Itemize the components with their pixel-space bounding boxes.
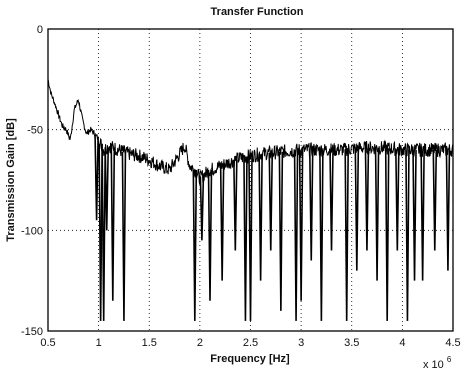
notch [192, 169, 198, 321]
notch [94, 136, 99, 221]
notch [278, 151, 284, 311]
notch [364, 147, 370, 251]
notch [233, 159, 238, 251]
notch [104, 147, 110, 231]
chart-title: Transfer Function [211, 6, 304, 18]
notch [395, 149, 400, 251]
notch [121, 151, 127, 321]
x-multiplier: x 10 6 [423, 355, 452, 371]
y-tick-label: -50 [27, 125, 43, 137]
x-tick-label: 3 [298, 337, 304, 349]
notch [199, 176, 205, 241]
notch [420, 149, 425, 281]
x-tick-label: 1 [96, 337, 102, 349]
notch [268, 152, 274, 251]
x-tick-label: 4 [399, 337, 405, 349]
notch [98, 143, 103, 321]
x-tick-label: 4.5 [445, 337, 460, 349]
notch [298, 149, 304, 301]
notch [308, 149, 314, 261]
notch [344, 149, 349, 321]
x-multiplier-exponent: 6 [447, 355, 452, 364]
x-tick-label: 1.5 [142, 337, 157, 349]
notch [293, 150, 299, 321]
notch [384, 148, 390, 321]
y-tick-label: -100 [21, 225, 43, 237]
notch [432, 149, 438, 251]
notch [248, 155, 253, 321]
x-axis-label: Frequency [Hz] [210, 353, 290, 365]
x-tick-label: 2.5 [243, 337, 258, 349]
trace [47, 79, 454, 321]
notch [412, 149, 417, 281]
x-tick-label: 0.5 [40, 337, 55, 349]
notch [445, 149, 451, 271]
x-tick-label: 2 [197, 337, 203, 349]
x-multiplier-base: x 10 [423, 359, 444, 371]
notch [207, 169, 213, 301]
notch [329, 149, 334, 251]
notch [110, 147, 116, 301]
notch [258, 153, 263, 281]
x-tick-label: 3.5 [344, 337, 359, 349]
notch [354, 148, 360, 271]
notch [374, 147, 380, 281]
y-tick-label: 0 [37, 24, 43, 36]
x-tick-labels: 0.5 1 1.5 2 2.5 3 3.5 4 4.5 [40, 337, 460, 349]
y-tick-label: -150 [21, 326, 43, 338]
y-tick-labels: 0 -50 -100 -150 [21, 24, 43, 338]
series-line [47, 79, 454, 185]
notch [319, 149, 324, 321]
notch [101, 149, 106, 321]
notch [405, 149, 410, 321]
y-axis-label: Transmission Gain [dB] [5, 118, 17, 242]
notch [243, 156, 248, 321]
plot-frame [47, 28, 454, 332]
notch [219, 165, 225, 281]
